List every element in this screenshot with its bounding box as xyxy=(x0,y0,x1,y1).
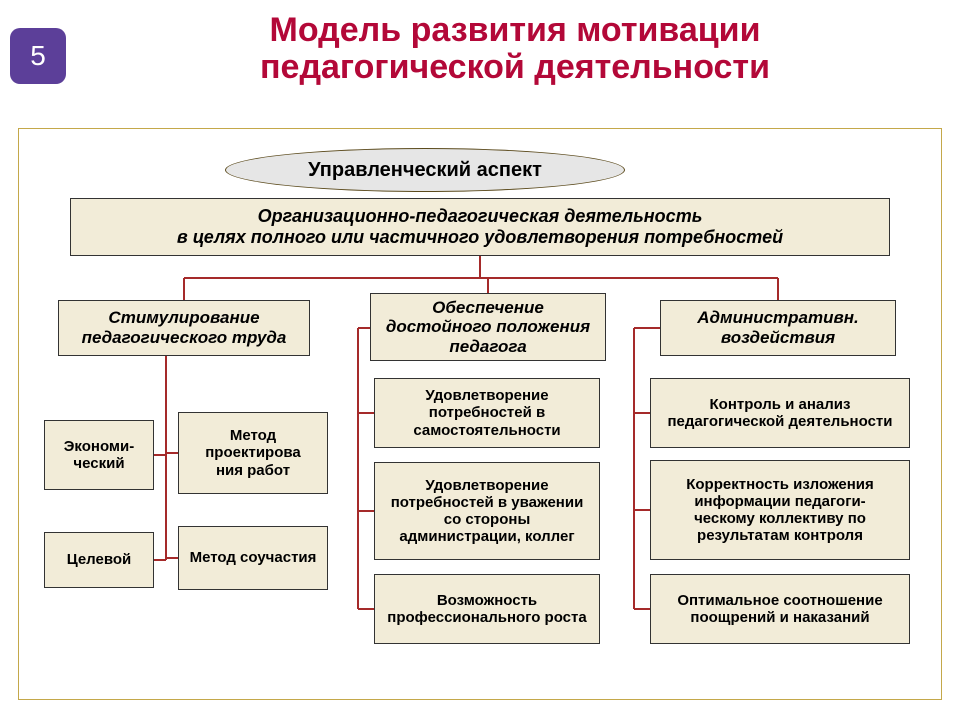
item-c2c-label: Возможность профессионального роста xyxy=(381,592,593,627)
item-c2c: Возможность профессионального роста xyxy=(374,574,600,644)
branch-b3: Административн. воздействия xyxy=(660,300,896,356)
item-c1d-label: Метод соучастия xyxy=(190,549,317,566)
item-c3a-label: Контроль и анализ педагогической деятель… xyxy=(657,396,903,431)
item-c1b-label: Целевой xyxy=(67,551,132,568)
item-c1b: Целевой xyxy=(44,532,154,588)
item-c1d: Метод соучастия xyxy=(178,526,328,590)
slide-number-badge: 5 xyxy=(10,28,66,84)
item-c2b-label: Удовлетворение потребностей в уважении с… xyxy=(381,477,593,546)
item-c1a-label: Экономи- ческий xyxy=(64,438,134,473)
item-c1c: Метод проектирова ния работ xyxy=(178,412,328,494)
aspect-oval: Управленческий аспект xyxy=(225,148,625,192)
page-title: Модель развития мотивации педагогической… xyxy=(90,12,940,87)
branch-b2-label: Обеспечение достойного положения педагог… xyxy=(377,298,599,357)
top-box: Организационно-педагогическая деятельнос… xyxy=(70,198,890,256)
branch-b1: Стимулирование педагогического труда xyxy=(58,300,310,356)
top-box-line1: Организационно-педагогическая деятельнос… xyxy=(177,206,783,227)
slide-number: 5 xyxy=(30,40,46,72)
branch-b1-label: Стимулирование педагогического труда xyxy=(65,308,303,347)
item-c2b: Удовлетворение потребностей в уважении с… xyxy=(374,462,600,560)
item-c1a: Экономи- ческий xyxy=(44,420,154,490)
title-line-1: Модель развития мотивации xyxy=(90,12,940,49)
item-c3c-label: Оптимальное соотношение поощрений и нака… xyxy=(657,592,903,627)
top-box-line2: в целях полного или частичного удовлетво… xyxy=(177,227,783,248)
item-c3c: Оптимальное соотношение поощрений и нака… xyxy=(650,574,910,644)
branch-b3-label: Административн. воздействия xyxy=(667,308,889,347)
item-c3b-label: Корректность изложения информации педаго… xyxy=(657,476,903,545)
item-c2a: Удовлетворение потребностей в самостояте… xyxy=(374,378,600,448)
branch-b2: Обеспечение достойного положения педагог… xyxy=(370,293,606,361)
item-c2a-label: Удовлетворение потребностей в самостояте… xyxy=(381,387,593,439)
title-line-2: педагогической деятельности xyxy=(90,49,940,86)
item-c1c-label: Метод проектирова ния работ xyxy=(185,427,321,479)
item-c3a: Контроль и анализ педагогической деятель… xyxy=(650,378,910,448)
aspect-oval-label: Управленческий аспект xyxy=(308,159,542,182)
item-c3b: Корректность изложения информации педаго… xyxy=(650,460,910,560)
